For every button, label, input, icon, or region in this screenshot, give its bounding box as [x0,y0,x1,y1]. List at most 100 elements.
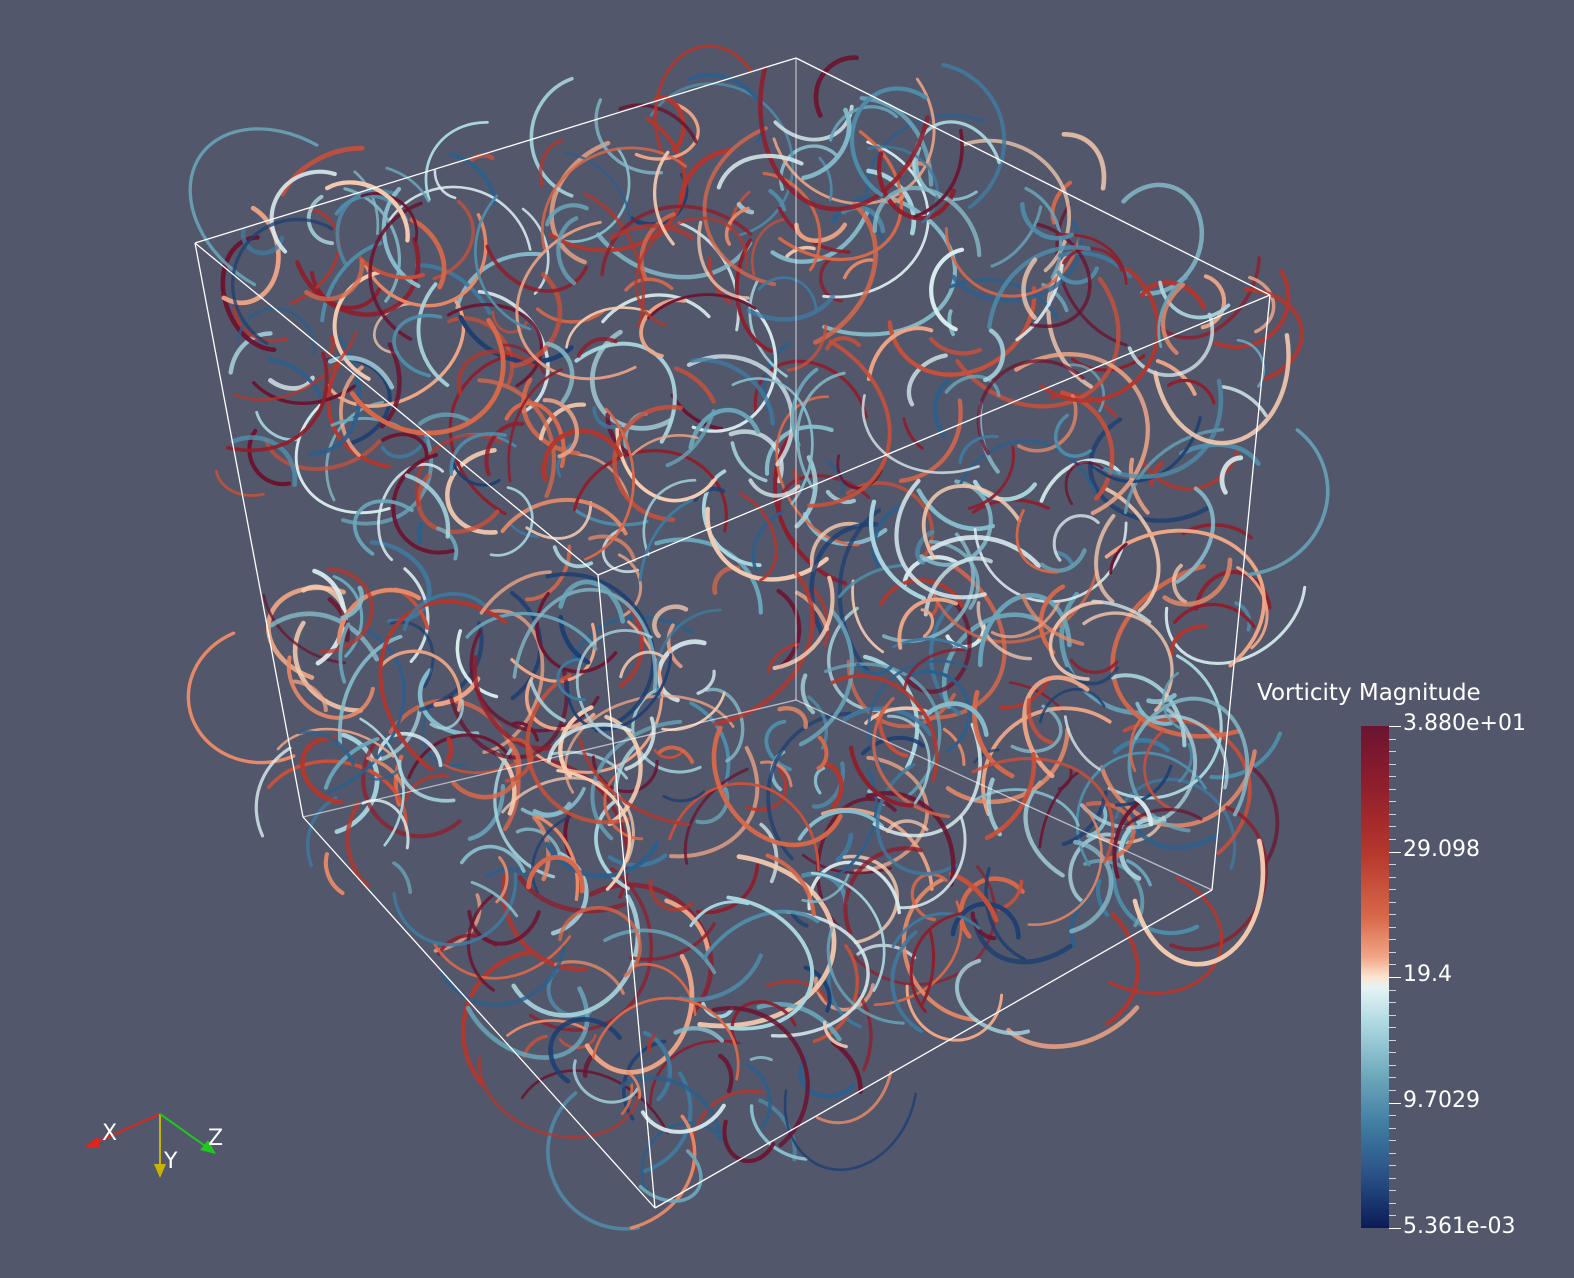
colorbar-tick [1389,739,1396,740]
streamline-tube [1219,455,1244,495]
streamline-tube [558,579,626,624]
streamline-tube [506,1019,587,1037]
streamline-tube [477,1056,641,1139]
streamline-tube [517,875,626,914]
streamline-tube [416,473,500,535]
streamline-tube [932,378,952,438]
streamline-tube [477,290,550,414]
streamline-tube [903,648,967,691]
streamline-tube [1064,460,1104,506]
streamline-tube [1069,658,1119,674]
streamline-tube [794,222,848,243]
streamline-tube [822,195,958,337]
streamline-tube [1015,509,1059,574]
streamline-tube [813,766,826,795]
streamline-tube [1027,803,1103,926]
streamline-tube [571,615,695,664]
streamline-tube [1050,180,1072,225]
streamline-tube [511,272,563,369]
streamline-tube [1038,687,1106,724]
streamline-tube [730,441,768,483]
streamline-tube [1104,528,1266,668]
colorbar-tick [1389,952,1396,953]
streamline-tube [540,146,687,250]
streamline-tube [967,445,1015,510]
streamline-tube [1122,807,1203,830]
streamline-tube [323,852,345,896]
streamline-tube [1112,799,1143,879]
streamline-tube [402,592,486,632]
streamline-tube [673,366,716,404]
streamline-tube [921,484,1022,560]
streamline-tube [702,126,777,287]
colorbar-label-max: 3.880e+01 [1403,711,1526,736]
streamline-tube [1158,280,1231,320]
streamline-tube [292,620,363,713]
streamline-tube [722,1119,776,1163]
streamline-tube [634,103,700,161]
streamline-tube [326,348,391,469]
streamline-tube [535,814,580,901]
streamline-tube [1122,717,1252,855]
streamline-tube [970,911,997,941]
streamline-tube [646,1034,656,1053]
streamline-tube [1038,770,1081,849]
streamline-tube [377,462,445,562]
streamline-tube [521,207,550,295]
streamline-tube [1149,461,1164,487]
streamline-tube [1173,602,1256,629]
streamline-tube [225,351,329,453]
streamline-tube [972,690,1015,779]
colorbar-tick [1389,964,1396,965]
colorbar-tick [1389,889,1396,890]
streamline-tube [565,306,653,349]
streamline-tube [542,398,579,459]
streamline-tube [759,760,793,788]
streamline-tube [524,676,596,731]
orientation-axes-widget: X Y Z [84,1113,223,1178]
streamline-tube [772,77,936,206]
streamline-tube [563,694,735,794]
streamline-tube [254,746,292,838]
streamline-tube [813,55,859,118]
streamline-tube [310,270,382,310]
streamline-tube [734,238,773,353]
streamline-tube [292,679,328,713]
streamline-tube [624,716,656,771]
x-axis-label: X [102,1121,117,1146]
streamline-tube [887,714,931,805]
streamline-tube [729,190,751,231]
streamline-tube [696,669,716,695]
streamline-tube [1021,257,1038,320]
streamline-tube [948,871,999,923]
streamline-tube [460,844,526,873]
streamline-tube [697,854,837,1029]
streamline-tube [835,832,854,863]
streamline-tube [824,761,844,809]
streamline-tube [572,449,728,533]
streamline-tube [232,304,288,343]
streamline-tube [746,294,836,322]
streamline-tube [594,98,663,175]
streamline-tube [677,953,763,1002]
streamline-tube [640,1103,726,1134]
streamline-tube [1010,704,1063,754]
streamline-tube [958,434,999,464]
streamline-tube [548,116,687,253]
streamline-tube [489,486,534,557]
streamline-tube [1155,359,1197,396]
streamline-tube [648,878,694,912]
streamline-tube [619,650,667,679]
streamline-tube [777,706,808,730]
streamline-tube [467,909,541,946]
streamline-tube [1062,246,1124,272]
streamline-tube [424,121,489,202]
streamline-tube [716,153,804,190]
streamline-tube [558,905,642,978]
streamline-tube [798,609,855,747]
streamline-tube [467,153,495,164]
streamline-tube [449,668,569,760]
streamline-tube [511,721,539,742]
streamline-tube [236,307,316,355]
